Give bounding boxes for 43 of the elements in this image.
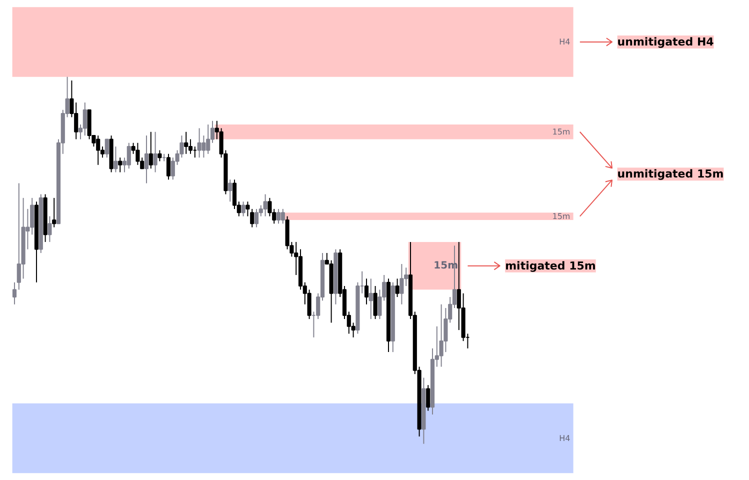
candlestick (158, 150, 162, 162)
text: unmitigated 15m (617, 168, 724, 181)
band-label: 15m (552, 127, 570, 136)
band-label: H4 (559, 37, 570, 46)
candlestick (364, 278, 369, 305)
candlestick (250, 208, 254, 228)
candlestick (52, 197, 56, 228)
candlestick (268, 197, 272, 217)
band-label: H4 (559, 434, 570, 443)
candlestick (202, 135, 206, 158)
candlestick (184, 131, 188, 154)
candlestick (368, 278, 373, 320)
candlestick (126, 142, 131, 170)
candlestick (188, 138, 193, 154)
candlestick (114, 146, 118, 173)
candlestick (118, 157, 122, 173)
candlestick (395, 278, 400, 298)
candlestick (400, 263, 404, 305)
candlestick (241, 201, 246, 217)
candlestick (426, 384, 430, 412)
candlestick (439, 304, 444, 368)
band-label: 15m (552, 212, 570, 221)
candlestick (373, 286, 378, 320)
candlestick (48, 216, 52, 242)
candlestick (82, 102, 87, 136)
candlestick (136, 142, 140, 166)
text: mitigated 15m (505, 259, 596, 272)
candlestick (254, 208, 259, 228)
candlestick (148, 131, 153, 170)
candlestick (12, 282, 17, 305)
candlestick (307, 289, 312, 320)
candlestick (280, 208, 285, 224)
candlestick (228, 179, 232, 202)
candlestick (276, 208, 281, 224)
candlestick (197, 128, 202, 158)
candlestick (246, 201, 250, 217)
candlestick (166, 153, 171, 180)
candlestick (144, 135, 149, 184)
candlestick (232, 179, 237, 210)
candlestick (263, 194, 268, 217)
candlestick (153, 131, 158, 173)
candlestick (104, 138, 109, 158)
text: unmitigated H4 (617, 35, 714, 48)
